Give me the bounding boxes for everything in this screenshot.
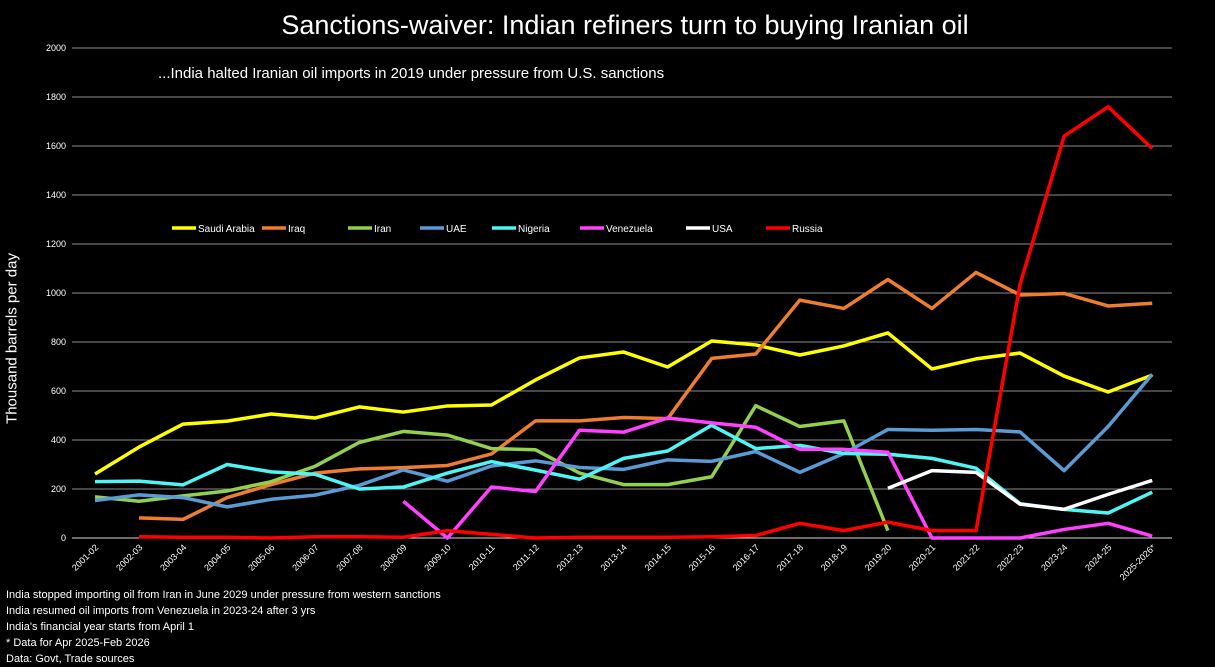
footnotes: India stopped importing oil from Iran in…	[6, 587, 441, 667]
legend-label: USA	[712, 224, 733, 235]
x-tick-label: 2017-18	[775, 542, 805, 572]
x-tick-label: 2008-09	[378, 542, 408, 572]
x-tick-label: 2013-14	[599, 542, 629, 572]
x-tick-label: 2015-16	[687, 542, 717, 572]
footnote: India stopped importing oil from Iran in…	[6, 587, 441, 603]
y-tick-label: 0	[61, 533, 66, 543]
x-tick-label: 2004-05	[202, 542, 232, 572]
footnote: India resumed oil imports from Venezuela…	[6, 603, 441, 619]
y-tick-label: 200	[51, 484, 66, 494]
legend-label: Iran	[374, 224, 391, 235]
x-tick-label: 2012-13	[555, 542, 585, 572]
y-tick-label: 2000	[46, 43, 66, 53]
legend-label: Russia	[792, 224, 823, 235]
legend-label: Iraq	[288, 224, 305, 235]
x-tick-label: 2010-11	[467, 542, 497, 572]
footnote: India's financial year starts from April…	[6, 619, 441, 635]
series-line-iran	[95, 406, 888, 531]
x-tick-label: 2009-10	[422, 542, 452, 572]
x-tick-label: 2016-17	[731, 542, 761, 572]
y-tick-label: 1000	[46, 288, 66, 298]
legend-label: Saudi Arabia	[198, 224, 255, 235]
x-tick-label: 2002-03	[114, 542, 144, 572]
x-tick-label: 2006-07	[290, 542, 320, 572]
x-tick-label: 2011-12	[511, 542, 541, 572]
x-tick-label: 2001-02	[70, 542, 100, 572]
y-tick-label: 1200	[46, 239, 66, 249]
legend-label: Venezuela	[606, 224, 653, 235]
series-line-usa	[888, 471, 1152, 510]
x-tick-label: 2022-23	[995, 542, 1025, 572]
x-tick-label: 2003-04	[158, 542, 188, 572]
x-tick-label: 2023-24	[1039, 542, 1069, 572]
x-tick-label: 2025-2026*	[1118, 542, 1158, 582]
x-tick-label: 2021-22	[951, 542, 981, 572]
footnote: * Data for Apr 2025-Feb 2026	[6, 635, 441, 651]
y-tick-label: 400	[51, 435, 66, 445]
x-tick-label: 2014-15	[643, 542, 673, 572]
x-tick-label: 2007-08	[334, 542, 364, 572]
x-tick-label: 2018-19	[819, 542, 849, 572]
series-line-saudi-arabia	[95, 333, 1152, 474]
x-tick-label: 2020-21	[907, 542, 937, 572]
x-tick-label: 2019-20	[863, 542, 893, 572]
x-tick-label: 2005-06	[246, 542, 276, 572]
y-tick-label: 600	[51, 386, 66, 396]
legend-label: Nigeria	[518, 224, 550, 235]
y-tick-label: 1400	[46, 190, 66, 200]
y-tick-label: 1800	[46, 92, 66, 102]
y-tick-label: 800	[51, 337, 66, 347]
y-tick-label: 1600	[46, 141, 66, 151]
x-tick-label: 2024-25	[1083, 542, 1113, 572]
legend-label: UAE	[446, 224, 467, 235]
